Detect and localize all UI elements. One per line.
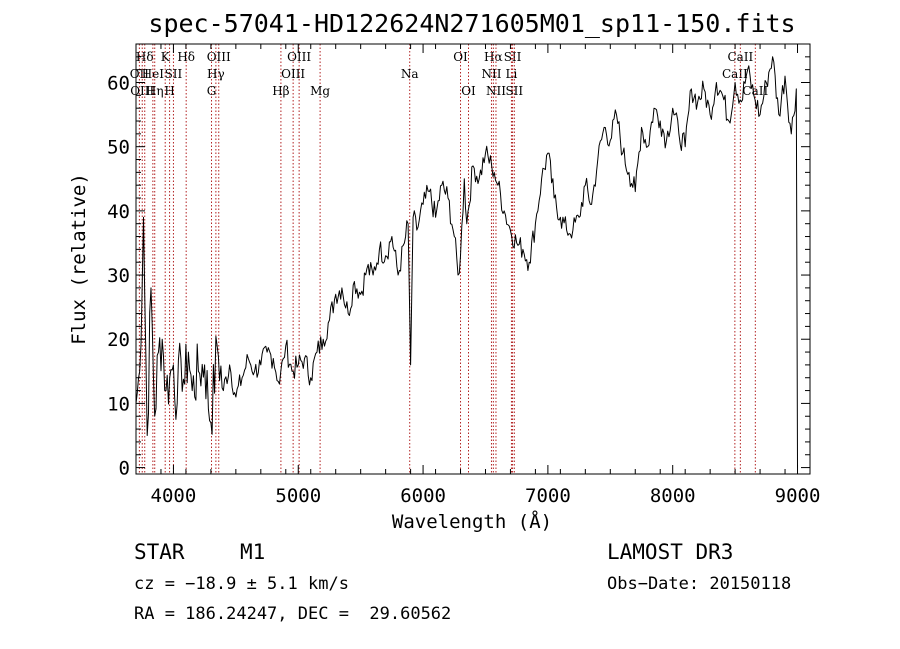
line-label-26: CaII (727, 50, 753, 64)
y-tick-label-4: 40 (107, 201, 130, 223)
line-label-22: Li (506, 67, 518, 81)
spectrum-line-0 (135, 56, 798, 468)
object-class: STAR (134, 540, 185, 564)
obs-date: Obs−Date: 20150118 (607, 574, 792, 594)
y-tick-label-1: 10 (107, 393, 130, 415)
x-tick-label-1: 5000 (275, 485, 321, 507)
line-label-18: OI (461, 84, 476, 98)
line-label-1: OII (130, 67, 150, 81)
survey-name: LAMOST DR3 (607, 540, 734, 564)
y-tick-label-6: 60 (107, 73, 130, 95)
y-tick-label-2: 20 (107, 329, 130, 351)
line-label-8: Hδ (177, 50, 195, 64)
y-axis-label: Flux (relative) (68, 173, 90, 345)
plot-frame (135, 43, 811, 475)
line-label-19: Hα (484, 50, 503, 64)
line-label-10: Hγ (207, 67, 225, 81)
x-tick-label-3: 7000 (525, 485, 571, 507)
y-tick-label-0: 0 (119, 458, 130, 480)
line-label-0: Hδ (136, 50, 154, 64)
line-label-6: H (164, 84, 174, 98)
spectrum-series (135, 56, 798, 468)
object-subclass: M1 (240, 540, 266, 564)
y-tick-label-5: 50 (107, 137, 130, 159)
line-label-25: CaII (722, 67, 748, 81)
line-label-15: Mg (310, 84, 330, 98)
x-tick-label-2: 6000 (400, 485, 446, 507)
line-label-4: Hη (146, 84, 164, 98)
line-label-13: OIII (281, 67, 305, 81)
line-label-12: Hβ (272, 84, 289, 98)
line-label-24: SII (505, 84, 523, 98)
axis-ticks: 4000 5000 6000 7000 8000 9000 0 10 20 30 40 50 60 (107, 44, 820, 507)
x-tick-label-5: 9000 (775, 485, 821, 507)
x-axis-label: Wavelength (Å) (392, 510, 552, 533)
x-tick-label-4: 8000 (650, 485, 696, 507)
line-label-9: OIII (207, 50, 231, 64)
line-label-17: OI (453, 50, 468, 64)
x-tick-label-0: 4000 (151, 485, 197, 507)
line-label-27: CaII (742, 84, 768, 98)
line-label-7: SII (165, 67, 183, 81)
line-label-21: NII (486, 84, 506, 98)
line-label-5: K (161, 50, 171, 64)
line-label-11: G (207, 84, 217, 98)
line-label-20: NII (481, 67, 501, 81)
line-label-16: Na (401, 67, 419, 81)
coordinates: RA = 186.24247, DEC = 29.60562 (134, 604, 452, 624)
line-label-3: HeI (142, 67, 165, 81)
line-label-23: SII (504, 50, 522, 64)
y-tick-label-3: 30 (107, 265, 130, 287)
redshift-text: cz = −18.9 ± 5.1 km/s (134, 574, 349, 594)
chart-title: spec-57041-HD122624N271605M01_sp11-150.f… (148, 9, 795, 38)
line-label-14: OIII (287, 50, 311, 64)
